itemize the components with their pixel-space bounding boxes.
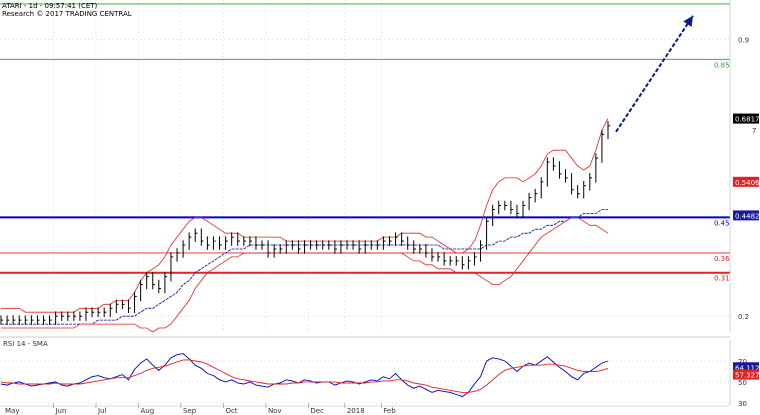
time-tick-label: Sep [183,407,197,415]
price-grid [0,0,730,332]
projection-line [615,15,694,133]
rsi-badge [733,369,759,380]
rsi-title: RSI 14 - SMA [3,340,48,348]
rsi-lines [0,353,609,398]
price-tick-label: 0.2 [738,313,749,321]
price-badge-label: 0.5406 [735,179,760,187]
projection-arrowhead [683,15,693,27]
rsi-badge-label: 64.1126 [735,364,760,372]
rsi-tick-label: 70 [738,358,747,366]
time-tick-label: Nov [268,407,282,415]
rsi-badge-label: 57.3273 [735,372,760,380]
price-bars [0,121,611,325]
level-label: 0.85 [714,61,730,69]
time-tick-label: Jul [97,407,107,415]
price-badge [733,176,759,187]
price-badge [733,210,759,221]
price-badge-label: 0.6817 [735,116,760,124]
time-tick-label: 2018 [347,407,365,415]
price-tick-label: 7 [752,127,756,135]
rsi-tick-label: 30 [738,400,747,408]
rsi-badges: 64.112657.3273 [733,362,760,380]
rsi-axis: 70 50 30 [729,340,747,408]
time-tick-label: Oct [225,407,237,415]
price-badge [733,113,759,124]
level-label: 0.36 [714,255,730,263]
rsi-sma-line [0,359,609,393]
price-axis: 0.9 0.2 7 [729,0,756,332]
time-tick-label: Jun [54,407,66,415]
time-tick-label: Aug [140,407,154,415]
price-tick-label: 0.9 [738,37,749,45]
level-label: 0.45 [714,219,730,227]
rsi-tick-label: 50 [738,379,747,387]
time-tick-label: May [5,407,19,415]
chart-header-symbol: ATARI - 1d - 09:57:41 (CET) [2,2,98,10]
time-tick-label: Dec [310,407,324,415]
projection-arrow [615,15,694,133]
rsi-panel: RSI 14 - SMA 70 50 30 64.112657.3273 [0,340,760,408]
rsi-badge [733,362,759,373]
price-badge-label: 0.4482 [735,212,760,220]
rsi-line [0,353,609,398]
time-axis: May Jun Jul Aug Sep Oct Nov Dec 2018 Feb [0,403,730,415]
time-tick-label: Feb [383,407,396,415]
price-badges: 0.6817 0.5406 0.4482 [733,113,760,221]
level-label: 0.31 [714,275,730,283]
chart-header-copyright: Research © 2017 TRADING CENTRAL [2,10,132,18]
price-panel: 0.85 0.45 0.36 0.31 0.9 0.2 7 0.6817 0.5406 0.4… [0,0,760,333]
